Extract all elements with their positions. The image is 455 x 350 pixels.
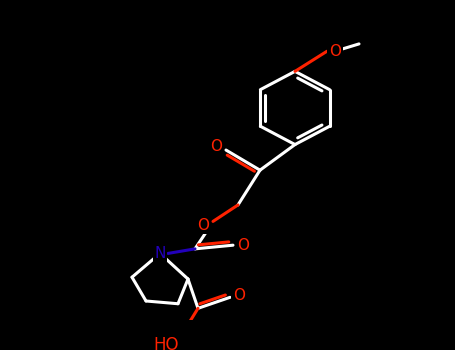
Text: O: O	[329, 44, 341, 59]
Text: O: O	[210, 139, 222, 154]
Text: HO: HO	[153, 336, 179, 350]
Text: O: O	[197, 218, 209, 232]
Text: O: O	[237, 238, 249, 253]
Text: O: O	[233, 288, 245, 303]
Text: N: N	[154, 246, 166, 261]
